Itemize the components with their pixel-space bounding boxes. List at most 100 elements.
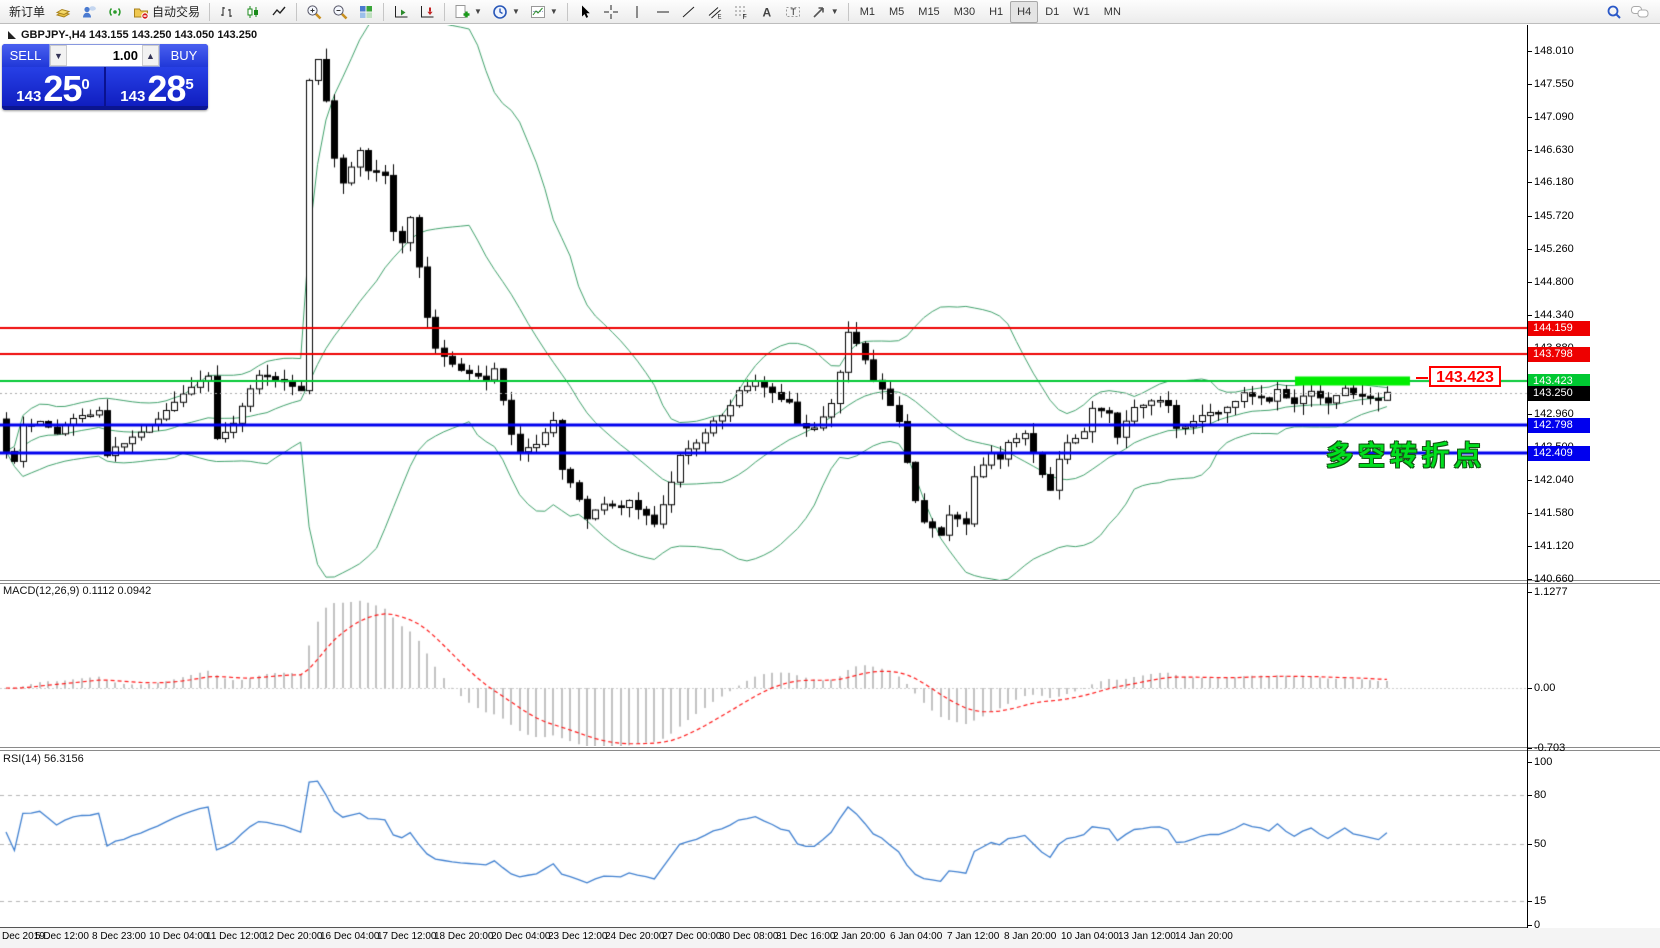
auto-scroll-button[interactable] [414, 0, 440, 24]
time-tick: 12 Dec 20:00 [263, 931, 323, 942]
clock-icon [493, 4, 507, 19]
rsi-indicator-label: RSI(14) 56.3156 [3, 753, 84, 765]
chevron-down-icon: ▼ [549, 7, 558, 16]
sell-button[interactable]: SELL [2, 44, 49, 67]
toolbar-separator [209, 2, 211, 21]
crosshair-tool-button[interactable] [598, 0, 624, 24]
zoom-in-button[interactable] [301, 0, 327, 24]
timeframe-button-h1[interactable]: H1 [989, 5, 1004, 18]
auto-trading-label: 自动交易 [152, 5, 201, 19]
timeframe-button-mn[interactable]: MN [1103, 5, 1121, 18]
cursor-tool-button[interactable] [572, 0, 598, 24]
zoom-out-button[interactable] [327, 0, 353, 24]
timeframe-button-h4[interactable]: H4 [1010, 0, 1039, 23]
zoom-out-icon [333, 4, 348, 19]
auto-trading-icon [134, 8, 149, 20]
publisher-icon[interactable] [76, 0, 102, 24]
signals-icon[interactable] [102, 0, 128, 24]
timeframe-button-m30[interactable]: M30 [953, 5, 976, 18]
vertical-line-tool-button[interactable] [624, 0, 650, 24]
symbol-ohlc-text: GBPJPY-,H4 143.155 143.250 143.050 143.2… [21, 29, 258, 41]
signals-icon [109, 7, 121, 16]
indicators-menu-button[interactable]: ▼ [449, 0, 487, 24]
auto-trading-button[interactable]: 自动交易 [128, 0, 205, 24]
time-tick: 10 Dec 04:00 [149, 931, 209, 942]
time-tick: 20 Dec 04:00 [491, 931, 551, 942]
pane-splitter[interactable] [0, 580, 1660, 584]
price-tick: 145.260 [1527, 242, 1574, 255]
fibonacci-tool-button[interactable]: F [728, 0, 754, 24]
rsi-axis-tick: 100 [1526, 756, 1553, 768]
add-indicator-icon [455, 4, 470, 18]
arrows-icon [813, 6, 824, 18]
time-axis-line [0, 927, 1527, 928]
volume-decrease-button[interactable]: ▼ [50, 45, 67, 66]
new-order-button[interactable]: 新订单 [4, 0, 50, 24]
fibonacci-icon: F [734, 6, 747, 20]
volume-input[interactable] [67, 45, 142, 66]
time-tick: 10 Jan 04:00 [1061, 931, 1119, 942]
channel-tool-button[interactable]: E [702, 0, 728, 24]
line-chart-button[interactable] [266, 0, 292, 24]
arrows-menu-button[interactable]: ▼ [806, 0, 844, 24]
time-axis[interactable]: Dec 2019 5 Dec 12:00 8 Dec 23:00 10 Dec 04:… [0, 928, 1660, 948]
tile-windows-icon [360, 5, 373, 18]
timeframe-button-d1[interactable]: D1 [1045, 5, 1060, 18]
price-divider [104, 67, 106, 106]
timeframe-buttons: M1 M5 M15 M30 H1 H4 D1 W1 MN [853, 0, 1128, 23]
price-tick: 145.720 [1527, 209, 1574, 222]
timeframe-button-w1[interactable]: W1 [1073, 5, 1090, 18]
level-price-badge: 142.798 [1528, 418, 1590, 434]
time-tick: 31 Dec 16:00 [776, 931, 836, 942]
time-tick: 23 Dec 12:00 [548, 931, 608, 942]
buy-button[interactable]: BUY [160, 44, 208, 67]
macd-axis-tick: 1.1277 [1527, 586, 1568, 599]
text-label-icon: T [785, 6, 800, 17]
bar-chart-button[interactable] [214, 0, 240, 24]
text-tool-button[interactable]: A [754, 0, 780, 24]
search-icon[interactable] [1606, 4, 1622, 20]
price-tick: 147.550 [1527, 78, 1574, 91]
macd-pane-canvas[interactable] [0, 584, 1527, 746]
price-tick: 143.880 [1527, 341, 1574, 354]
time-tick: 8 Jan 20:00 [1004, 931, 1057, 942]
price-chart-canvas[interactable] [0, 25, 1527, 580]
time-tick: 6 Jan 04:00 [890, 931, 943, 942]
periods-menu-button[interactable]: ▼ [487, 0, 525, 24]
buy-price[interactable]: 143285 [106, 67, 208, 109]
timeframe-button-m5[interactable]: M5 [889, 5, 905, 18]
macd-axis-tick: 0.00 [1526, 682, 1556, 694]
level-price-badge: 143.423 [1528, 373, 1590, 389]
candlestick-chart-button[interactable] [240, 0, 266, 24]
time-tick: 2 Jan 20:00 [833, 931, 886, 942]
line-chart-icon [272, 6, 286, 15]
buy-price-sup: 5 [185, 76, 194, 93]
price-tick: 148.010 [1527, 45, 1574, 57]
crosshair-icon [603, 4, 618, 19]
timeframe-button-m15[interactable]: M15 [918, 5, 940, 18]
buy-price-big: 28 [147, 68, 186, 109]
chart-shift-button[interactable] [388, 0, 414, 24]
time-tick: 11 Dec 12:00 [206, 931, 265, 942]
chevron-down-icon: ▼ [511, 7, 520, 16]
current-price-badge: 143.250 [1528, 385, 1590, 401]
level-price-badge: 143.798 [1528, 346, 1590, 362]
charts-stack-icon[interactable] [50, 0, 76, 24]
trendline-tool-button[interactable] [676, 0, 702, 24]
rsi-axis-tick: 80 [1526, 788, 1547, 801]
time-tick: 13 Jan 12:00 [1118, 931, 1176, 942]
horizontal-line-tool-button[interactable] [650, 0, 676, 24]
macd-indicator-label: MACD(12,26,9) 0.1112 0.0942 [3, 585, 152, 597]
chart-shift-icon [395, 5, 408, 17]
timeframe-button-m1[interactable]: M1 [859, 5, 875, 18]
label-tool-button[interactable]: T [780, 0, 806, 24]
chat-icon[interactable] [1630, 4, 1650, 20]
sell-price[interactable]: 143250 [2, 67, 104, 109]
rsi-pane-canvas[interactable] [0, 751, 1527, 927]
template-chart-icon [530, 5, 545, 18]
tile-windows-button[interactable] [353, 0, 379, 24]
time-tick: 8 Dec 23:00 [92, 931, 146, 942]
pane-splitter[interactable] [0, 747, 1660, 751]
volume-increase-button[interactable]: ▲ [142, 45, 159, 66]
templates-menu-button[interactable]: ▼ [525, 0, 563, 24]
